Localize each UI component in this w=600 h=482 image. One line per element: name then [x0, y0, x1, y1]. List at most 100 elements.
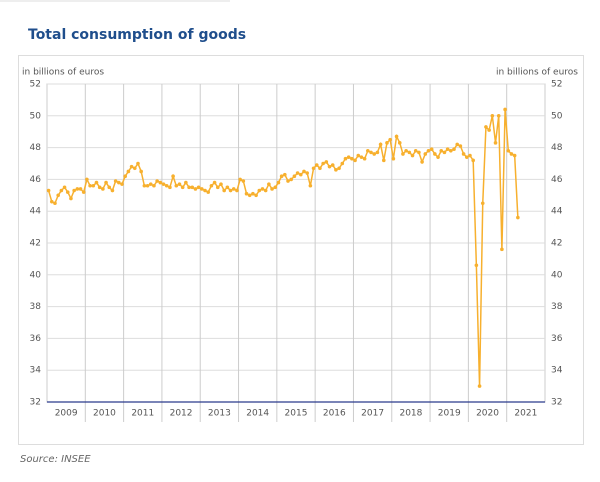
point [56, 193, 60, 198]
y2-tick-label: 34 [551, 366, 563, 376]
point [81, 190, 86, 194]
point [493, 141, 498, 145]
point [65, 190, 70, 194]
y-tick-label: 44 [30, 207, 42, 217]
point [113, 179, 118, 183]
chart-title: Total consumption of goods [28, 27, 246, 43]
point [308, 183, 313, 188]
x-tick-label: 2020 [476, 409, 499, 419]
point [215, 185, 220, 190]
point [123, 174, 128, 179]
point [302, 169, 306, 174]
point [496, 114, 501, 118]
point [267, 182, 271, 186]
point [378, 142, 383, 147]
point [490, 114, 495, 118]
point [88, 183, 92, 188]
point [426, 148, 431, 153]
point [206, 190, 211, 194]
point [107, 185, 112, 190]
x-tick-label: 2017 [361, 409, 384, 419]
x-tick-label: 2011 [131, 409, 154, 419]
point [196, 185, 201, 190]
point [180, 185, 185, 190]
point [279, 174, 284, 179]
point [477, 384, 482, 388]
point [429, 147, 434, 151]
point [225, 185, 230, 190]
point [126, 169, 131, 174]
point [321, 161, 325, 166]
point [104, 180, 108, 185]
point [270, 187, 274, 191]
point [53, 201, 57, 206]
point [222, 188, 226, 193]
point [69, 196, 73, 201]
point [397, 141, 402, 145]
y-tick-label: 50 [30, 111, 42, 121]
point [449, 148, 453, 153]
x-tick-label: 2016 [323, 409, 346, 419]
point [343, 156, 348, 161]
point [46, 188, 51, 193]
point [311, 166, 316, 171]
y2-tick-label: 50 [551, 111, 563, 121]
point [410, 153, 415, 158]
point [247, 193, 252, 198]
y2-tick-label: 48 [551, 143, 563, 153]
y2-tick-label: 32 [551, 398, 562, 408]
y2-tick-label: 52 [551, 80, 562, 90]
y2-tick-label: 40 [551, 270, 563, 280]
point [340, 161, 345, 166]
point [94, 180, 99, 185]
point [464, 155, 469, 159]
point [193, 187, 198, 191]
x-tick-label: 2014 [246, 409, 269, 419]
point [62, 185, 67, 190]
point [136, 161, 140, 166]
point [145, 183, 150, 188]
point [366, 148, 370, 153]
point [372, 152, 377, 156]
point [318, 166, 322, 171]
y-tick-label: 36 [30, 334, 42, 344]
point [200, 187, 204, 191]
y2-axis-label: in billions of euros [496, 68, 578, 78]
point [452, 147, 456, 151]
point [286, 179, 290, 183]
point [295, 171, 300, 175]
point [231, 187, 236, 191]
point [353, 158, 357, 163]
point [330, 163, 335, 167]
point [500, 247, 504, 252]
point [260, 187, 265, 191]
y-tick-label: 40 [30, 270, 42, 280]
point [433, 152, 437, 156]
point [219, 182, 223, 186]
point [142, 183, 147, 188]
point [59, 188, 64, 193]
point [120, 182, 124, 186]
point [292, 174, 297, 179]
point [174, 183, 179, 188]
point [228, 188, 233, 193]
point [91, 183, 96, 188]
point [468, 153, 472, 158]
point [337, 166, 341, 171]
point [129, 164, 134, 169]
y2-tick-label: 38 [551, 302, 563, 312]
y-tick-label: 46 [30, 175, 42, 185]
point [350, 156, 354, 161]
point [413, 148, 418, 153]
point [391, 156, 396, 161]
x-tick-label: 2009 [55, 409, 78, 419]
point [404, 148, 408, 153]
point [445, 147, 450, 151]
point [164, 183, 169, 188]
point [132, 166, 137, 171]
y2-tick-label: 36 [551, 334, 563, 344]
point [356, 153, 361, 158]
point [78, 187, 83, 191]
point [298, 172, 303, 177]
point [487, 128, 491, 132]
